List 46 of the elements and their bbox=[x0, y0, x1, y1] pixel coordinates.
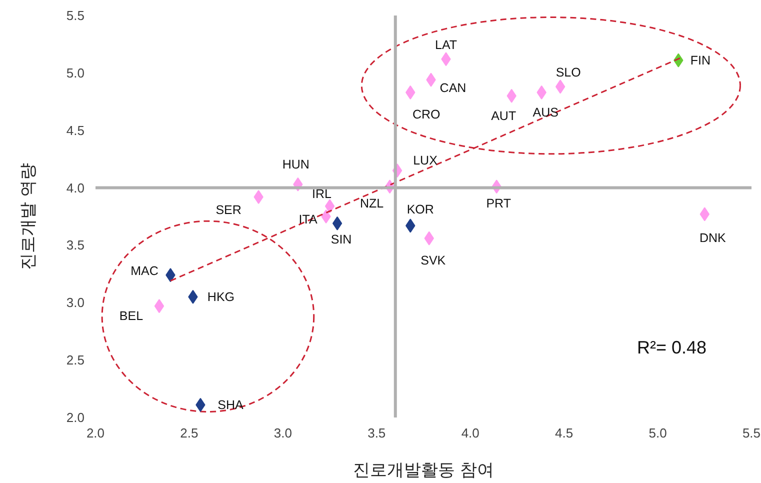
y-tick-label: 2.5 bbox=[66, 352, 85, 368]
y-tick-label: 4.5 bbox=[66, 122, 85, 138]
x-tick-label: 4.0 bbox=[461, 426, 480, 440]
annotation: BEL bbox=[119, 309, 144, 324]
y-tick-label: 5.0 bbox=[66, 65, 85, 80]
point bbox=[154, 299, 164, 314]
annotation: CRO bbox=[412, 107, 441, 122]
annotation: SLO bbox=[556, 66, 582, 80]
x-tick-label: 5.0 bbox=[648, 426, 667, 440]
annotation: DNK bbox=[699, 231, 726, 246]
annotation: MAC bbox=[130, 264, 158, 278]
y-axis-title: 진로개발 역량 bbox=[18, 162, 38, 270]
point bbox=[555, 80, 566, 94]
annotation: NZL bbox=[360, 196, 384, 211]
annotation: KOR bbox=[406, 202, 434, 217]
x-tick-label: 4.5 bbox=[555, 426, 574, 440]
x-tick-label: 3.0 bbox=[274, 426, 292, 440]
y-tick-label: 5.5 bbox=[66, 8, 85, 23]
annotation: AUS bbox=[532, 105, 558, 120]
annotation: HKG bbox=[207, 290, 235, 304]
point bbox=[321, 210, 331, 224]
annotation: AUT bbox=[491, 108, 516, 123]
annotation: R²= 0.48 bbox=[636, 338, 707, 358]
x-axis-title: 진로개발활동 참여 bbox=[352, 460, 494, 480]
annotation: SIN bbox=[330, 232, 352, 246]
annotation: LUX bbox=[413, 154, 438, 168]
x-tick-label: 5.5 bbox=[742, 426, 761, 440]
y-tick-label: 2.0 bbox=[66, 410, 85, 425]
annotation: PRT bbox=[486, 196, 512, 211]
annotation: CAN bbox=[440, 80, 466, 95]
annotation: FIN bbox=[690, 53, 710, 68]
annotation: LAT bbox=[434, 38, 458, 52]
y-tick-label: 3.0 bbox=[66, 295, 85, 310]
annotation: ITA bbox=[298, 212, 318, 226]
annotation: SHA bbox=[218, 398, 244, 412]
y-tick-label: 4.0 bbox=[66, 180, 85, 196]
point bbox=[332, 216, 342, 230]
x-tick-label: 2.0 bbox=[86, 426, 105, 440]
y-tick-label: 3.5 bbox=[66, 238, 85, 253]
annotation: SER bbox=[216, 202, 242, 217]
x-tick-label: 3.5 bbox=[368, 426, 386, 440]
annotation: HUN bbox=[282, 157, 310, 172]
annotation: SVK bbox=[420, 253, 446, 268]
point bbox=[324, 199, 335, 214]
x-tick-label: 2.5 bbox=[180, 426, 198, 440]
annotation: IRL bbox=[312, 187, 332, 202]
